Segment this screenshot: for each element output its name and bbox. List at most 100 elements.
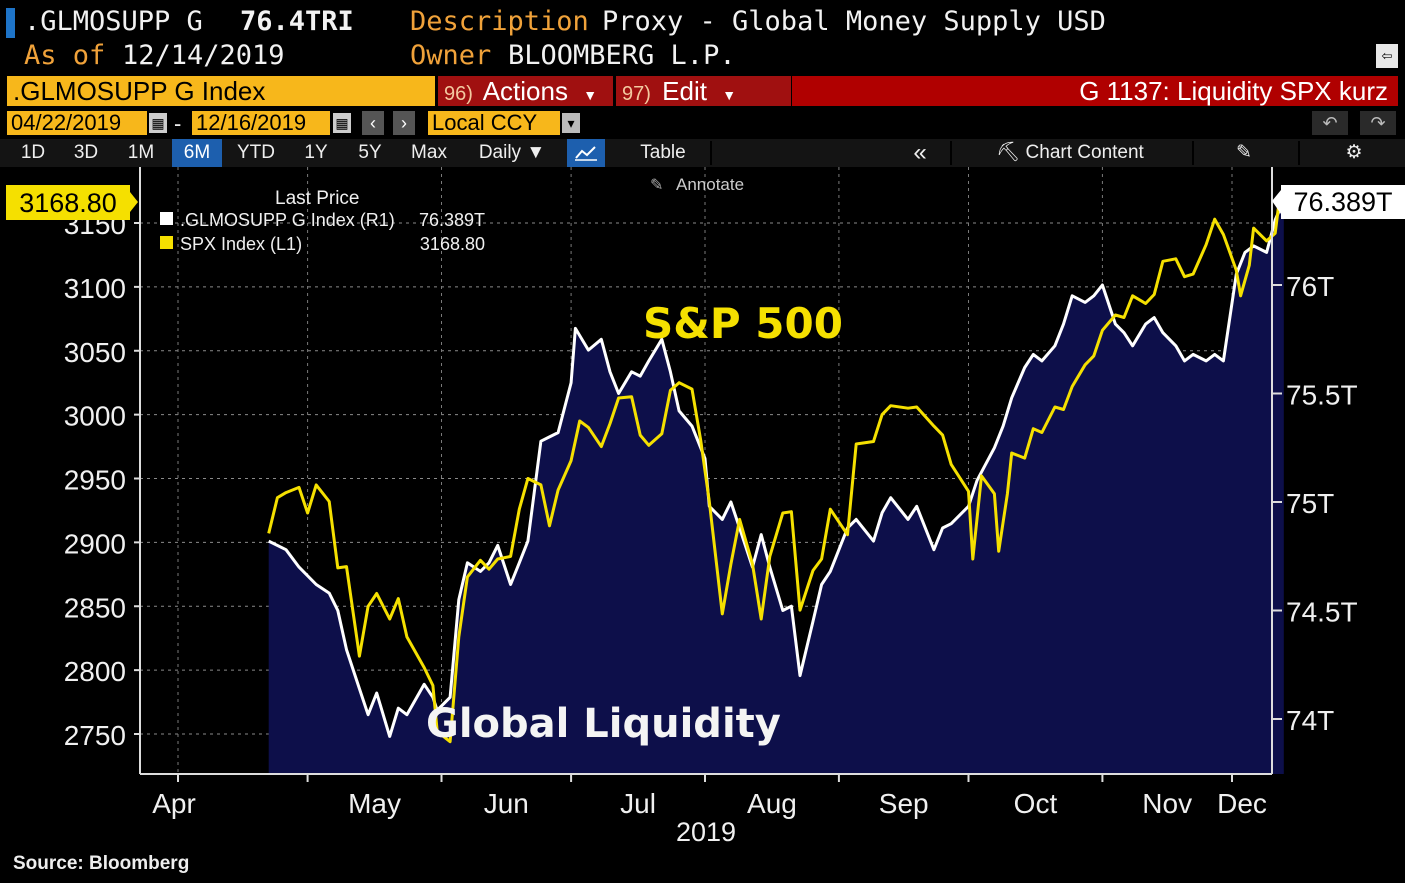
spx-last-label-box	[6, 185, 130, 220]
source-note: Source: Bloomberg	[13, 853, 190, 874]
collapse-icon[interactable]: «	[913, 139, 927, 166]
x-tick-label: Apr	[152, 788, 196, 819]
y-left-tick-label: 2950	[64, 465, 126, 496]
y-left-tick-label: 3100	[64, 273, 126, 304]
x-tick-label: Jul	[620, 788, 656, 819]
date-bar: 04/22/2019 ▦ - 12/16/2019 ▦ ‹ › Local CC…	[0, 109, 1405, 137]
x-tick-label: May	[348, 788, 401, 819]
tab-max[interactable]: Max	[411, 142, 447, 163]
spx-line	[267, 197, 1284, 744]
y-right-tick-label: 75.5T	[1286, 380, 1358, 411]
divider	[710, 141, 712, 165]
asof-label: As of	[24, 40, 106, 71]
edit-chart-icon[interactable]: ✎	[1236, 142, 1252, 163]
annotate-icon[interactable]: ✎	[650, 177, 663, 194]
tab-5y[interactable]: 5Y	[358, 142, 382, 163]
x-axis-year-label: 2019	[676, 817, 736, 847]
actions-menu[interactable]: 96) Actions ▼	[438, 76, 613, 106]
range-bar: 1D 3D 1M 6M YTD 1Y 5Y Max Daily ▼ Table …	[0, 139, 1405, 167]
dropdown-arrow-icon: ▼	[526, 142, 546, 163]
liquidity-last-label-pointer	[1272, 190, 1281, 214]
tab-ytd[interactable]: YTD	[237, 142, 275, 163]
y-left-tick-label: 3000	[64, 401, 126, 432]
tab-1d[interactable]: 1D	[20, 142, 46, 163]
y-left-tick-label: 2850	[64, 592, 126, 623]
actions-label: Actions	[482, 76, 568, 106]
y-right-tick-label: 74T	[1286, 705, 1334, 736]
chart-axes	[134, 167, 1282, 782]
legend-swatch-liquidity	[160, 212, 173, 225]
liquidity-last-label: 76.389T	[1293, 187, 1392, 217]
line-chart-icon[interactable]	[567, 139, 605, 167]
start-date-input[interactable]: 04/22/2019	[7, 111, 147, 135]
chart-title: G 1137: Liquidity SPX kurz	[792, 76, 1398, 106]
x-tick-label: Sep	[879, 788, 929, 819]
dropdown-arrow-icon[interactable]: ▾	[562, 113, 580, 133]
calendar-icon[interactable]: ▦	[333, 113, 351, 133]
dropdown-arrow-icon: ▼	[722, 87, 737, 103]
y-right-tick-label: 76T	[1286, 271, 1334, 302]
end-date-input[interactable]: 12/16/2019	[192, 111, 330, 135]
spx-last-label-pointer	[130, 192, 138, 212]
owner-label: Owner	[410, 40, 492, 71]
tab-3d[interactable]: 3D	[73, 142, 99, 163]
chart-content-button[interactable]: ⛏ Chart Content	[980, 139, 1160, 167]
periodicity-select[interactable]: Daily ▼	[464, 139, 560, 167]
undo-icon[interactable]: ↶	[1312, 111, 1348, 135]
exit-icon[interactable]: ⇦	[1376, 44, 1398, 68]
legend-name-spx: SPX Index (L1)	[180, 234, 302, 254]
legend-value-liquidity: 76.389T	[419, 210, 485, 230]
divider	[1192, 141, 1194, 165]
description-value: Proxy - Global Money Supply USD	[602, 6, 1106, 37]
security-field[interactable]: .GLMOSUPP G Index	[7, 76, 435, 106]
y-right-tick-label: 75T	[1286, 488, 1334, 519]
tab-6m[interactable]: 6M	[172, 139, 222, 167]
x-tick-label: Aug	[747, 788, 797, 819]
currency-select[interactable]: Local CCY	[428, 111, 560, 135]
x-tick-label: Oct	[1014, 788, 1058, 819]
divider	[950, 141, 952, 165]
y-left-tick-label: 2750	[64, 720, 126, 751]
date-separator: -	[174, 111, 182, 136]
header: .GLMOSUPP G 76.4TRI Description Proxy - …	[0, 0, 1405, 76]
spx-last-label: 3168.80	[19, 188, 117, 218]
x-tick-label: Dec	[1217, 788, 1267, 819]
edit-label: Edit	[662, 76, 707, 106]
dropdown-arrow-icon: ▼	[583, 87, 598, 103]
annotate-label[interactable]: Annotate	[676, 175, 744, 194]
ticker-name: .GLMOSUPP G	[24, 6, 203, 37]
description-label: Description	[410, 6, 589, 37]
redo-icon[interactable]: ↷	[1360, 111, 1396, 135]
y-right-tick-label: 74.5T	[1286, 597, 1358, 628]
liquidity-annotation: Global Liquidity	[426, 701, 781, 747]
settings-icon[interactable]: ⚙	[1345, 142, 1363, 163]
next-icon[interactable]: ›	[393, 111, 415, 135]
y-left-tick-label: 2900	[64, 528, 126, 559]
tab-1y[interactable]: 1Y	[304, 142, 328, 163]
actions-number: 96)	[444, 83, 473, 105]
liquidity-last-label-box	[1281, 185, 1405, 219]
x-tick-label: Jun	[484, 788, 529, 819]
liquidity-area	[268, 200, 1284, 774]
y-left-tick-label: 2800	[64, 656, 126, 687]
chart-content-label: Chart Content	[1025, 142, 1144, 163]
previous-icon[interactable]: ‹	[362, 111, 384, 135]
calendar-icon[interactable]: ▦	[149, 113, 167, 133]
legend-title: Last Price	[275, 188, 359, 209]
asof-value: 12/14/2019	[122, 40, 285, 71]
legend-value-spx: 3168.80	[420, 234, 485, 254]
command-bar: .GLMOSUPP G Index 96) Actions ▼ 97) Edit…	[7, 76, 1398, 106]
table-button[interactable]: Table	[640, 142, 686, 163]
last-value: 76.4TRI	[240, 6, 354, 37]
legend-name-liquidity: .GLMOSUPP G Index (R1)	[180, 210, 395, 230]
chart-content-icon: ⛏	[996, 142, 1021, 163]
legend-swatch-spx	[160, 236, 173, 249]
y-left-tick-label: 3050	[64, 337, 126, 368]
ticker-marker	[6, 8, 15, 38]
tab-1m[interactable]: 1M	[127, 142, 155, 163]
edit-number: 97)	[622, 83, 651, 105]
owner-value: BLOOMBERG L.P.	[508, 40, 736, 71]
x-tick-label: Nov	[1142, 788, 1192, 819]
edit-menu[interactable]: 97) Edit ▼	[616, 76, 791, 106]
